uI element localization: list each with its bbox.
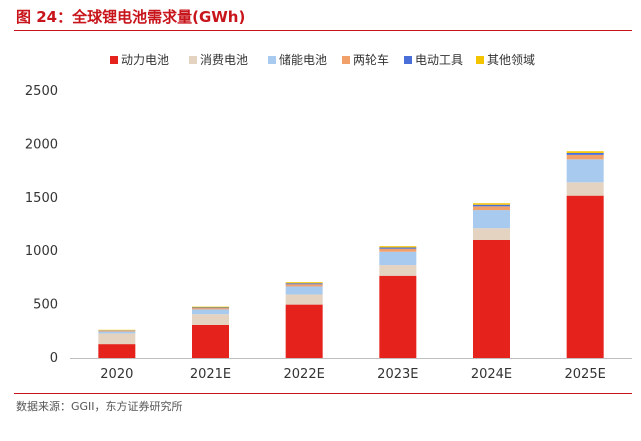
legend-swatch	[476, 56, 484, 64]
bar-segment-1	[98, 344, 136, 358]
x-tick-label: 2023E	[377, 367, 418, 382]
x-tick-label: 2025E	[565, 367, 606, 382]
bar-segment-3	[379, 251, 417, 266]
bar-segment-4	[473, 206, 510, 211]
legend-label: 电动工具	[415, 53, 463, 67]
x-tick-label: 2021E	[190, 367, 231, 382]
bar-segment-3	[192, 309, 229, 315]
bar-segment-1	[566, 195, 604, 358]
bar-segment-5	[379, 247, 417, 249]
y-tick-label: 2000	[25, 137, 58, 152]
bar-segment-6	[192, 306, 229, 308]
bar-segment-2	[473, 228, 510, 240]
bar-segment-2	[98, 333, 136, 345]
bar-segment-4	[98, 330, 136, 332]
bar-segment-6	[473, 203, 510, 205]
bar-segment-2	[192, 314, 229, 325]
bars	[98, 151, 604, 358]
y-tick-label: 2500	[25, 84, 58, 99]
x-tick-label: 2020	[100, 367, 133, 382]
chart-title: 图 24：全球锂电池需求量(GWh)	[16, 8, 246, 26]
bar-segment-6	[98, 329, 136, 331]
bar-segment-5	[566, 152, 604, 155]
y-axis: 0 500 1000 1500 2000 2500	[25, 84, 58, 366]
bar-segment-1	[473, 239, 510, 358]
bar-segment-3	[98, 331, 136, 334]
bar-segment-6	[566, 151, 604, 153]
bar-segment-3	[566, 159, 604, 183]
bar-segment-2	[285, 294, 323, 305]
legend-swatch	[268, 56, 276, 64]
bar-segment-1	[192, 324, 229, 358]
legend-label: 消费电池	[200, 53, 248, 67]
bar-segment-6	[379, 246, 417, 248]
legend: 动力电池 消费电池 储能电池 两轮车 电动工具 其他领域	[110, 52, 535, 67]
y-tick-label: 500	[33, 298, 58, 313]
bar-segment-6	[285, 282, 323, 284]
x-tick-label: 2022E	[284, 367, 325, 382]
footer-divider	[14, 393, 632, 394]
y-tick-label: 1000	[25, 244, 58, 259]
bar-segment-1	[285, 304, 323, 358]
bar-segment-3	[285, 286, 323, 295]
bar-segment-4	[285, 284, 323, 287]
y-tick-label: 1500	[25, 191, 58, 206]
legend-swatch	[110, 56, 118, 64]
title-divider	[14, 30, 632, 31]
legend-swatch	[189, 56, 197, 64]
bar-segment-2	[379, 265, 417, 276]
bar-segment-5	[473, 204, 510, 207]
source-note: 数据来源：GGII，东方证券研究所	[16, 400, 183, 413]
legend-label: 动力电池	[121, 53, 169, 67]
legend-label: 两轮车	[353, 52, 389, 67]
y-tick-label: 0	[50, 351, 58, 366]
bar-segment-5	[285, 283, 323, 285]
legend-swatch	[342, 56, 350, 64]
bar-segment-1	[379, 275, 417, 358]
bar-segment-4	[566, 154, 604, 160]
x-axis: 2020 2021E 2022E 2023E 2024E 2025E	[70, 358, 632, 382]
x-tick-label: 2024E	[471, 367, 512, 382]
bar-segment-4	[379, 248, 417, 252]
legend-label: 储能电池	[279, 52, 327, 67]
bar-segment-4	[192, 308, 229, 310]
bar-segment-2	[566, 182, 604, 196]
legend-swatch	[404, 56, 412, 64]
legend-label: 其他领域	[487, 53, 535, 67]
bar-segment-5	[192, 307, 229, 309]
bar-segment-3	[473, 210, 510, 229]
